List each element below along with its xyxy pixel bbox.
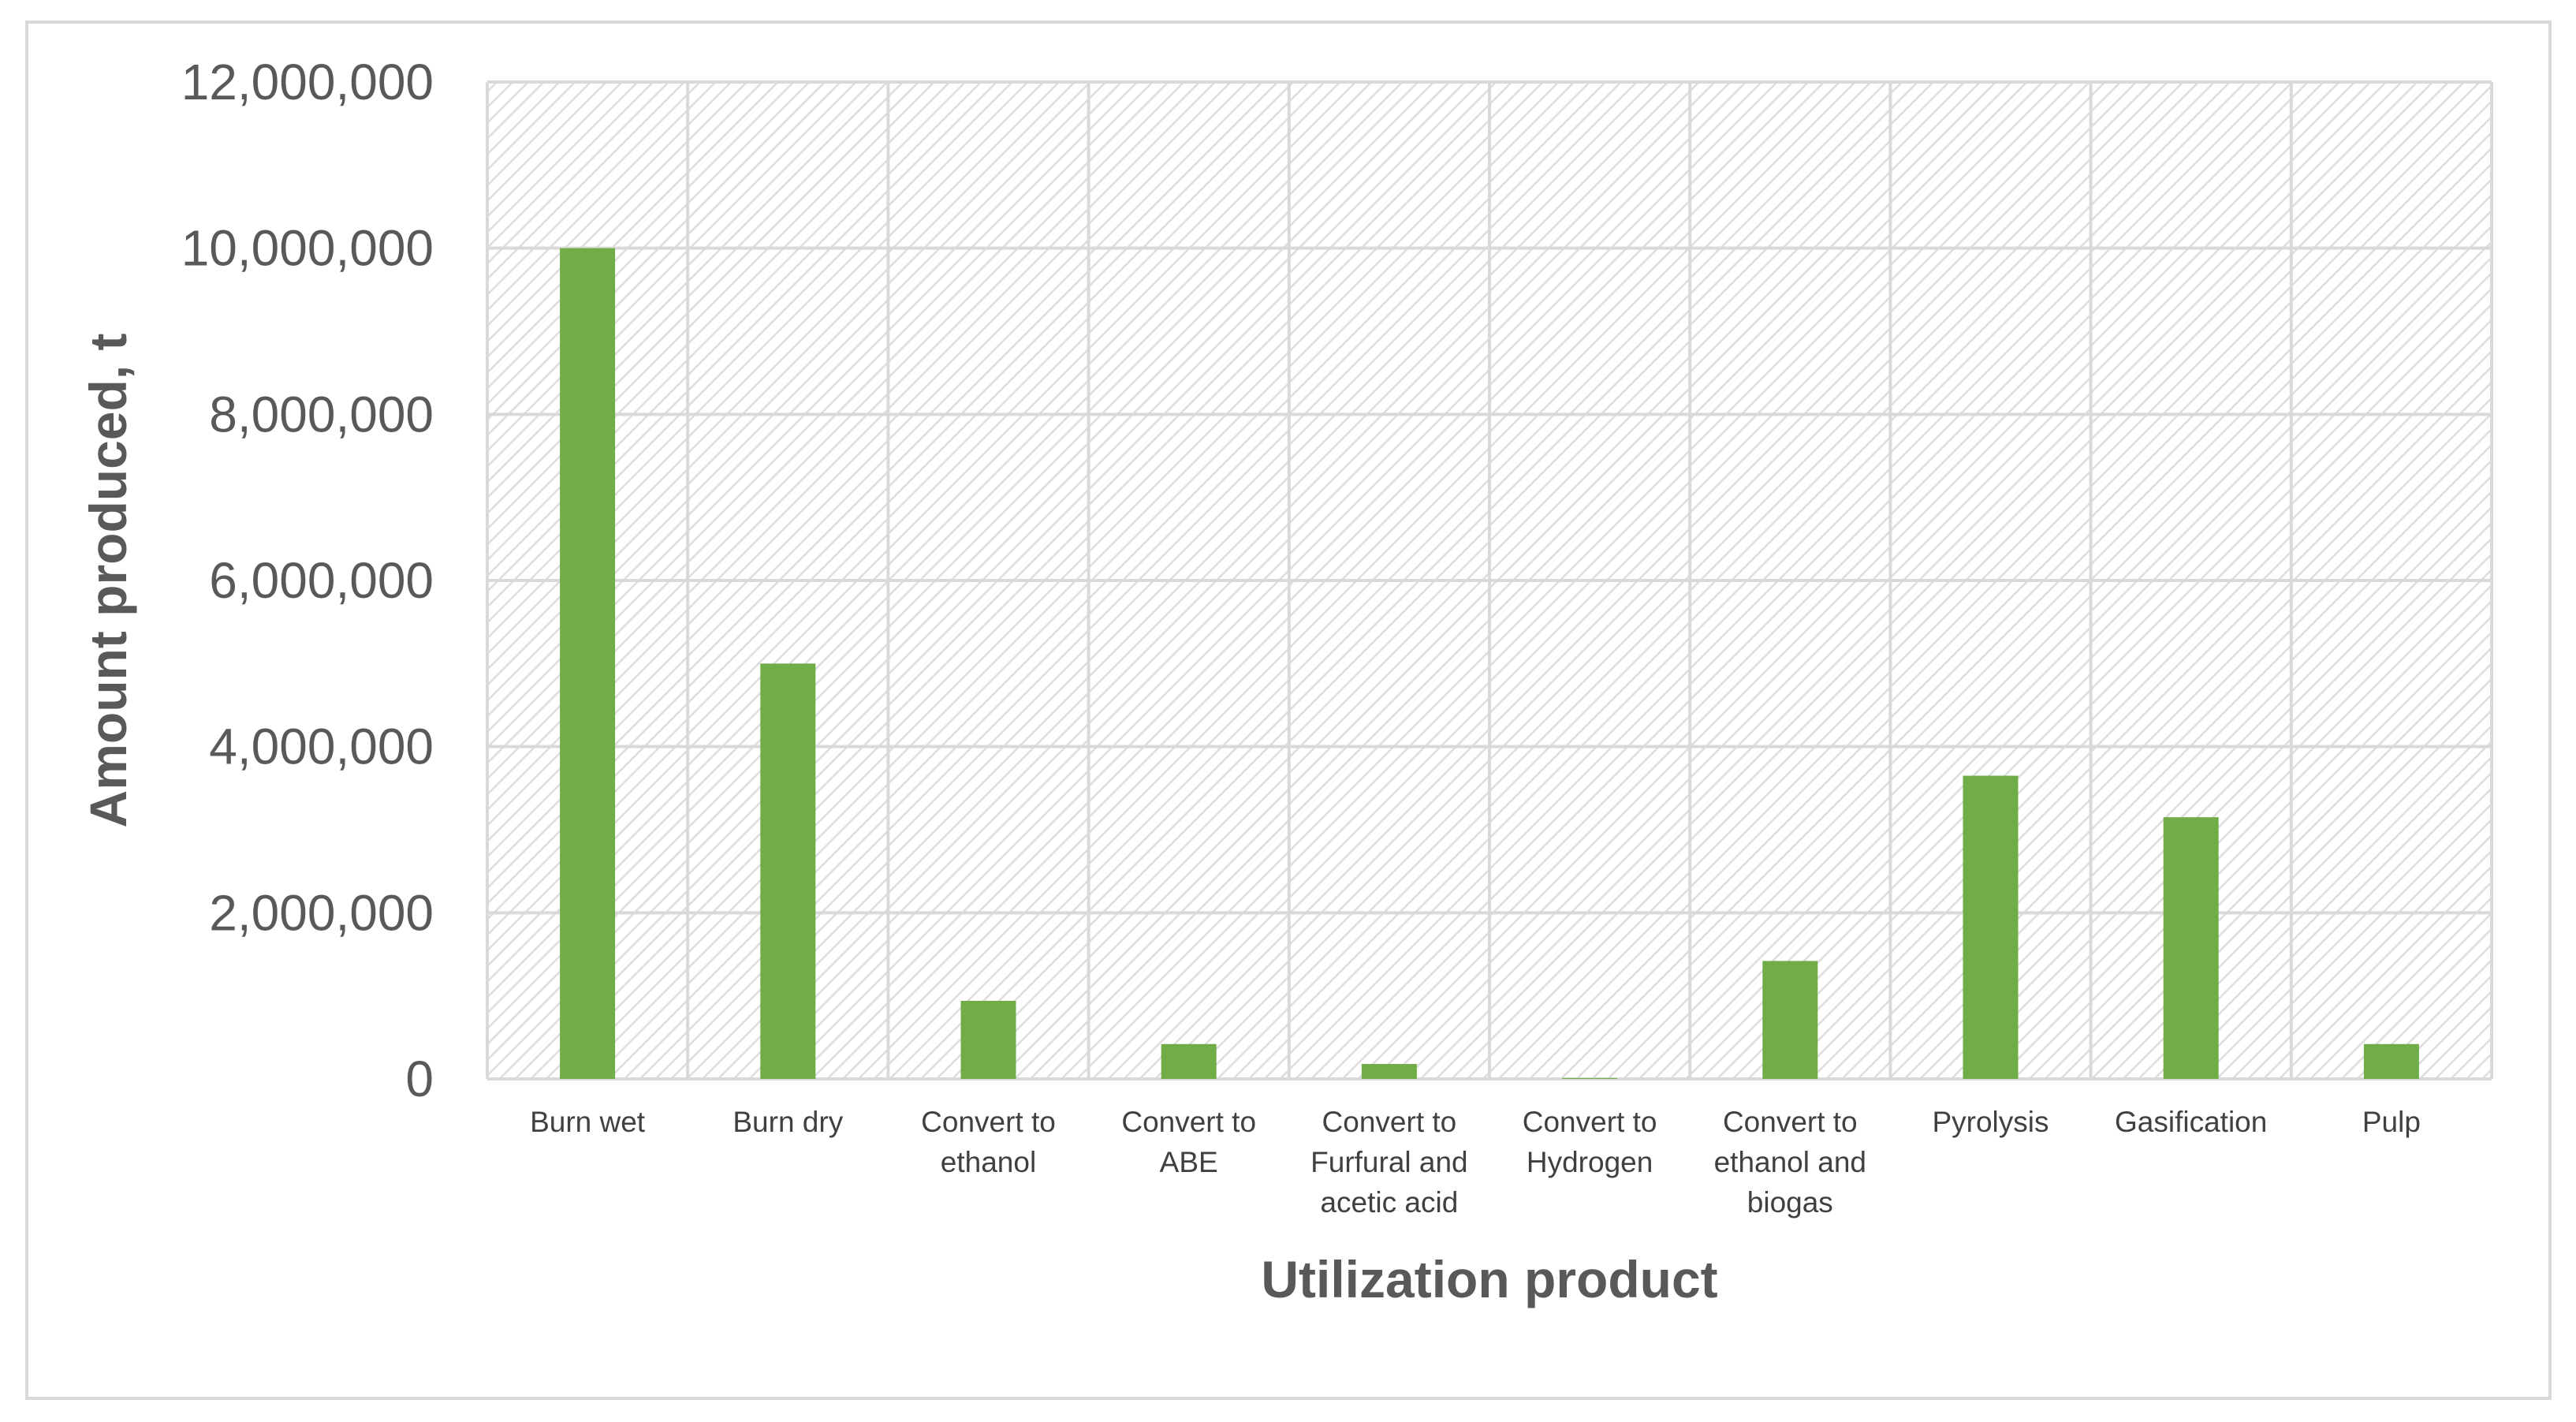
y-axis-title: Amount produced, t — [79, 334, 137, 828]
x-tick-label-5: Convert to Hydrogen — [1523, 1106, 1657, 1178]
x-axis-title: Utilization product — [1261, 1250, 1717, 1308]
x-tick-label-8: Gasification — [2115, 1106, 2267, 1138]
x-tick-label-2: Convert to ethanol — [921, 1106, 1056, 1178]
y-tick-label-4: 8,000,000 — [209, 386, 434, 442]
x-tick-label-4: Convert to Furfural and acetic acid — [1310, 1106, 1468, 1219]
bar-4 — [1361, 1064, 1417, 1079]
bar-6 — [1762, 961, 1818, 1079]
x-tick-label-0: Burn wet — [530, 1106, 646, 1138]
x-axis-ticks: Burn wet Burn dry Convert to ethanol Convert… — [530, 1106, 2421, 1219]
y-tick-label-3: 6,000,000 — [209, 552, 434, 609]
y-tick-label-5: 10,000,000 — [181, 220, 434, 277]
bar-3 — [1161, 1043, 1217, 1079]
bars — [560, 248, 2419, 1080]
y-axis-ticks: 0 2,000,000 4,000,000 6,000,000 8,000,000 10,… — [181, 54, 434, 1107]
x-tick-label-9: Pulp — [2362, 1106, 2421, 1138]
x-tick-label-7: Pyrolysis — [1932, 1106, 2048, 1138]
bar-0 — [560, 248, 616, 1080]
y-tick-label-0: 0 — [405, 1051, 434, 1107]
x-tick-label-1: Burn dry — [733, 1106, 843, 1138]
y-tick-label-2: 4,000,000 — [209, 718, 434, 775]
bar-8 — [2163, 817, 2219, 1079]
bar-2 — [960, 1000, 1016, 1079]
y-tick-label-6: 12,000,000 — [181, 54, 434, 110]
gridlines — [486, 80, 2493, 1080]
y-tick-label-1: 2,000,000 — [209, 884, 434, 941]
x-tick-label-3: Convert to ABE — [1121, 1106, 1256, 1178]
bar-1 — [760, 663, 816, 1079]
x-tick-label-6: Convert to ethanol and biogas — [1714, 1106, 1866, 1219]
bar-9 — [2363, 1043, 2419, 1079]
bar-5 — [1562, 1077, 1618, 1079]
bar-7 — [1963, 775, 2019, 1079]
